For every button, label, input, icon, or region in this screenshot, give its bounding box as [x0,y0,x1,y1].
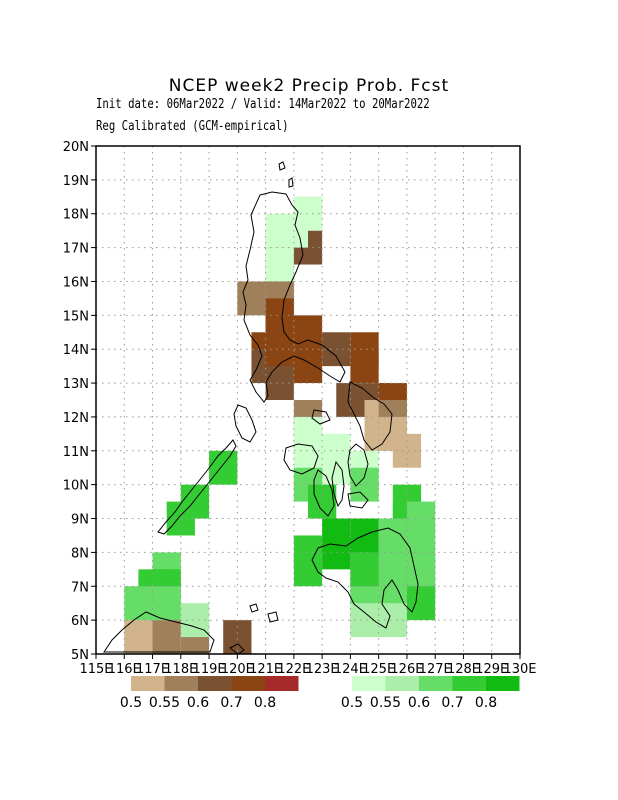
latitude-label: 20N [63,140,89,155]
calibration-method-subtitle: Reg Calibrated (GCM-empirical) [96,119,289,134]
latitude-label: 10N [63,479,89,494]
latitude-label: 8N [71,546,89,561]
colorbar-label: 0.7 [441,695,463,711]
wet-probability-cell [406,586,436,621]
colorbar-swatch [131,676,165,691]
colorbar-label: 0.7 [220,695,242,711]
latitude-label: 19N [63,174,89,189]
colorbar-label: 0.8 [254,695,276,711]
latitude-labels: 5N 6N 7N 8N 9N 10N 11N 12N 13N 14N 15N 16N 17N 18N 19N… [63,140,89,663]
colorbar-label: 0.5 [341,695,363,711]
longitude-label: 130E [503,662,536,677]
latitude-label: 6N [71,614,89,629]
below-normal-colorbar: 0.5 0.55 0.6 0.7 0.8 [120,676,299,711]
longitude-label: 126E [390,662,423,677]
axis-ticks [91,145,521,659]
dry-probability-cell [350,349,379,384]
latitude-label: 14N [63,343,89,358]
latitude-label: 12N [63,411,89,426]
latitude-label: 5N [71,648,89,663]
map-title: NCEP week2 Precip Prob. Fcst [168,76,450,96]
longitude-label: 120E [221,662,254,677]
longitude-label: 118E [164,662,197,677]
probability-cells [124,196,436,654]
dry-probability-cell [392,433,422,468]
colorbar-label: 0.8 [475,695,497,711]
longitude-label: 115E [79,662,112,677]
latitude-label: 9N [71,513,89,528]
colorbar-swatch [486,676,520,691]
latitude-label: 18N [63,208,89,223]
colorbar-swatch [352,676,386,691]
colorbar-swatch [385,676,419,691]
longitude-label: 117E [136,662,169,677]
longitude-label: 128E [447,662,480,677]
colorbar-label: 0.55 [149,695,180,711]
longitude-labels: 115E116E117E118E119E120E121E122E123E124E… [79,662,536,677]
dry-probability-cell [265,366,294,400]
wet-probability-cell [209,450,238,485]
colorbar-swatch [419,676,453,691]
colorbar-label: 0.6 [187,695,209,711]
dry-probability-cell [336,383,365,417]
latitude-label: 15N [63,309,89,324]
dry-probability-cell [237,281,266,316]
wet-probability-cell [293,552,323,587]
wet-probability-cell [152,586,181,621]
longitude-label: 122E [277,662,310,677]
colorbar-swatch [231,676,265,691]
dry-probability-cell [124,620,153,654]
latitude-label: 16N [63,275,89,290]
lat-lon-gridlines [96,146,520,654]
wet-probability-cell [293,433,323,468]
map-frame [95,145,521,655]
colorbar-swatch [265,676,299,691]
longitude-label: 123E [306,662,339,677]
longitude-label: 124E [334,662,367,677]
latitude-label: 17N [63,242,89,257]
above-normal-colorbar: 0.5 0.55 0.6 0.7 0.8 [341,676,520,711]
colorbar-swatch [164,676,198,691]
colorbar-label: 0.5 [120,695,142,711]
wet-probability-cell [124,586,153,621]
longitude-label: 129E [475,662,508,677]
longitude-label: 121E [249,662,282,677]
coastline-outline [103,161,419,655]
dry-probability-cell [152,620,181,654]
dry-probability-cell [223,620,252,654]
latitude-label: 13N [63,377,89,392]
longitude-label: 125E [362,662,395,677]
longitude-label: 127E [419,662,452,677]
dry-probability-cell [293,349,323,384]
longitude-label: 119E [193,662,226,677]
longitude-label: 116E [108,662,141,677]
latitude-label: 7N [71,580,89,595]
forecast-dates-subtitle: Init date: 06Mar2022 / Valid: 14Mar2022 … [96,97,430,112]
colorbar-swatch [198,676,232,691]
wet-probability-cell [265,247,294,282]
colorbar-label: 0.6 [408,695,430,711]
colorbar-label: 0.55 [370,695,401,711]
latitude-label: 11N [63,445,89,460]
wet-probability-cell [322,450,351,485]
colorbar-swatch [452,676,486,691]
